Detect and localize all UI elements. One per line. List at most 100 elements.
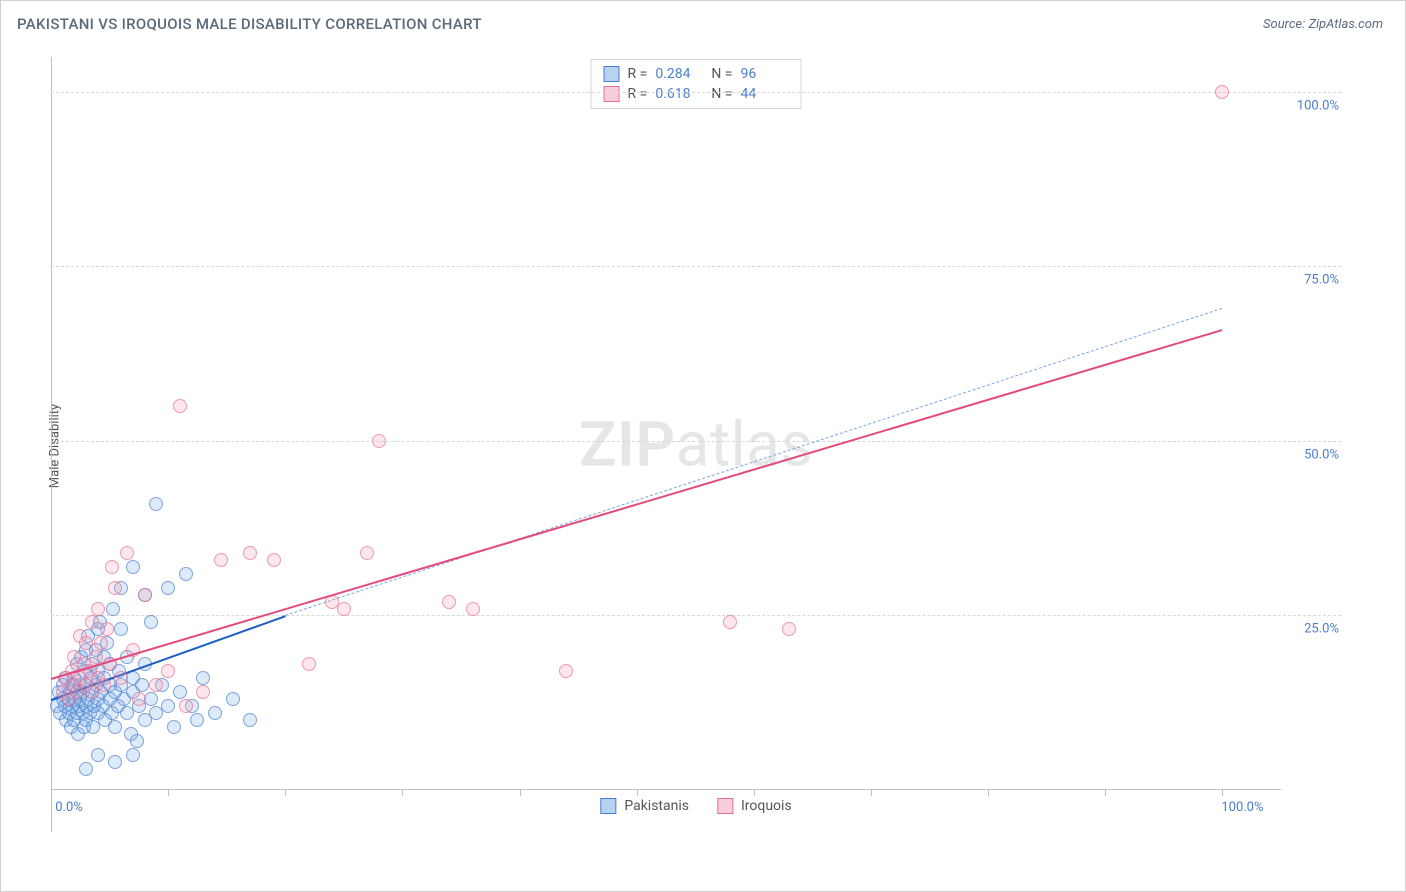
legend-n-value: 96 xyxy=(740,66,788,82)
legend-r-value: 0.284 xyxy=(655,66,703,82)
x-tick xyxy=(168,790,169,796)
legend-swatch xyxy=(600,798,616,814)
scatter-point xyxy=(179,699,193,713)
scatter-point xyxy=(161,581,175,595)
gridline xyxy=(51,441,1341,442)
scatter-point xyxy=(126,560,140,574)
legend-series-label: Iroquois xyxy=(741,798,792,814)
legend-swatch xyxy=(604,86,620,102)
scatter-point xyxy=(120,546,134,560)
x-tick xyxy=(285,790,286,796)
legend-r-value: 0.618 xyxy=(655,86,703,102)
scatter-point xyxy=(196,685,210,699)
scatter-point xyxy=(267,553,281,567)
legend-n-label: N = xyxy=(711,86,732,102)
scatter-point xyxy=(132,692,146,706)
scatter-point xyxy=(179,567,193,581)
scatter-point xyxy=(723,615,737,629)
scatter-point xyxy=(91,602,105,616)
scatter-point xyxy=(108,755,122,769)
scatter-point xyxy=(226,692,240,706)
x-tick-label: 100.0% xyxy=(1221,800,1263,815)
legend-n-label: N = xyxy=(711,66,732,82)
scatter-point xyxy=(130,734,144,748)
scatter-point xyxy=(97,678,111,692)
y-axis-line xyxy=(51,57,52,832)
scatter-point xyxy=(559,664,573,678)
gridline xyxy=(51,615,1341,616)
trend-line xyxy=(51,329,1223,680)
x-tick xyxy=(988,790,989,796)
chart-header: PAKISTANI VS IROQUOIS MALE DISABILITY CO… xyxy=(1,1,1405,47)
scatter-point xyxy=(108,720,122,734)
scatter-point xyxy=(135,678,149,692)
legend-swatch xyxy=(604,66,620,82)
y-tick-label: 75.0% xyxy=(1304,273,1339,288)
scatter-point xyxy=(106,602,120,616)
scatter-point xyxy=(161,664,175,678)
scatter-point xyxy=(114,671,128,685)
scatter-point xyxy=(91,748,105,762)
chart-source: Source: ZipAtlas.com xyxy=(1263,17,1383,32)
legend-stats: R = 0.284 N = 96 R = 0.618 N = 44 xyxy=(591,59,802,109)
scatter-point xyxy=(1215,85,1229,99)
scatter-point xyxy=(208,706,222,720)
scatter-point xyxy=(108,581,122,595)
trend-line xyxy=(285,308,1222,616)
scatter-point xyxy=(79,636,93,650)
scatter-point xyxy=(126,748,140,762)
scatter-point xyxy=(442,595,456,609)
scatter-point xyxy=(782,622,796,636)
legend-stats-row: R = 0.284 N = 96 xyxy=(604,64,789,84)
scatter-point xyxy=(173,399,187,413)
legend-swatch xyxy=(717,798,733,814)
scatter-point xyxy=(302,657,316,671)
x-tick xyxy=(1105,790,1106,796)
scatter-point xyxy=(161,699,175,713)
gridline xyxy=(51,266,1341,267)
x-tick xyxy=(402,790,403,796)
x-tick xyxy=(754,790,755,796)
scatter-point xyxy=(149,678,163,692)
legend-series: Pakistanis Iroquois xyxy=(600,798,791,814)
y-tick-label: 50.0% xyxy=(1304,447,1339,462)
x-axis-line xyxy=(51,789,1281,790)
scatter-point xyxy=(196,671,210,685)
scatter-point xyxy=(466,602,480,616)
scatter-point xyxy=(360,546,374,560)
chart-title: PAKISTANI VS IROQUOIS MALE DISABILITY CO… xyxy=(17,15,482,33)
x-tick xyxy=(1222,790,1223,796)
x-tick-label: 0.0% xyxy=(55,800,83,815)
gridline xyxy=(51,92,1341,93)
scatter-point xyxy=(149,497,163,511)
plot-area: ZIPatlas R = 0.284 N = 96 R = 0.618 N = 44 25.0… xyxy=(51,57,1341,832)
scatter-point xyxy=(337,602,351,616)
y-tick-label: 25.0% xyxy=(1304,622,1339,637)
x-tick xyxy=(520,790,521,796)
watermark: ZIPatlas xyxy=(579,408,813,481)
y-tick-label: 100.0% xyxy=(1297,98,1339,113)
scatter-point xyxy=(94,636,108,650)
scatter-point xyxy=(214,553,228,567)
scatter-point xyxy=(100,622,114,636)
scatter-point xyxy=(144,615,158,629)
scatter-point xyxy=(190,713,204,727)
x-tick xyxy=(637,790,638,796)
scatter-point xyxy=(167,720,181,734)
legend-series-item: Pakistanis xyxy=(600,798,689,814)
scatter-point xyxy=(243,546,257,560)
legend-r-label: R = xyxy=(628,66,648,82)
legend-n-value: 44 xyxy=(740,86,788,102)
scatter-point xyxy=(85,615,99,629)
x-tick xyxy=(871,790,872,796)
legend-series-item: Iroquois xyxy=(717,798,792,814)
legend-series-label: Pakistanis xyxy=(624,798,689,814)
scatter-point xyxy=(138,588,152,602)
scatter-point xyxy=(105,560,119,574)
legend-r-label: R = xyxy=(628,86,648,102)
legend-stats-row: R = 0.618 N = 44 xyxy=(604,84,789,104)
chart-container: PAKISTANI VS IROQUOIS MALE DISABILITY CO… xyxy=(0,0,1406,892)
x-tick xyxy=(51,790,52,796)
scatter-point xyxy=(114,622,128,636)
scatter-point xyxy=(173,685,187,699)
